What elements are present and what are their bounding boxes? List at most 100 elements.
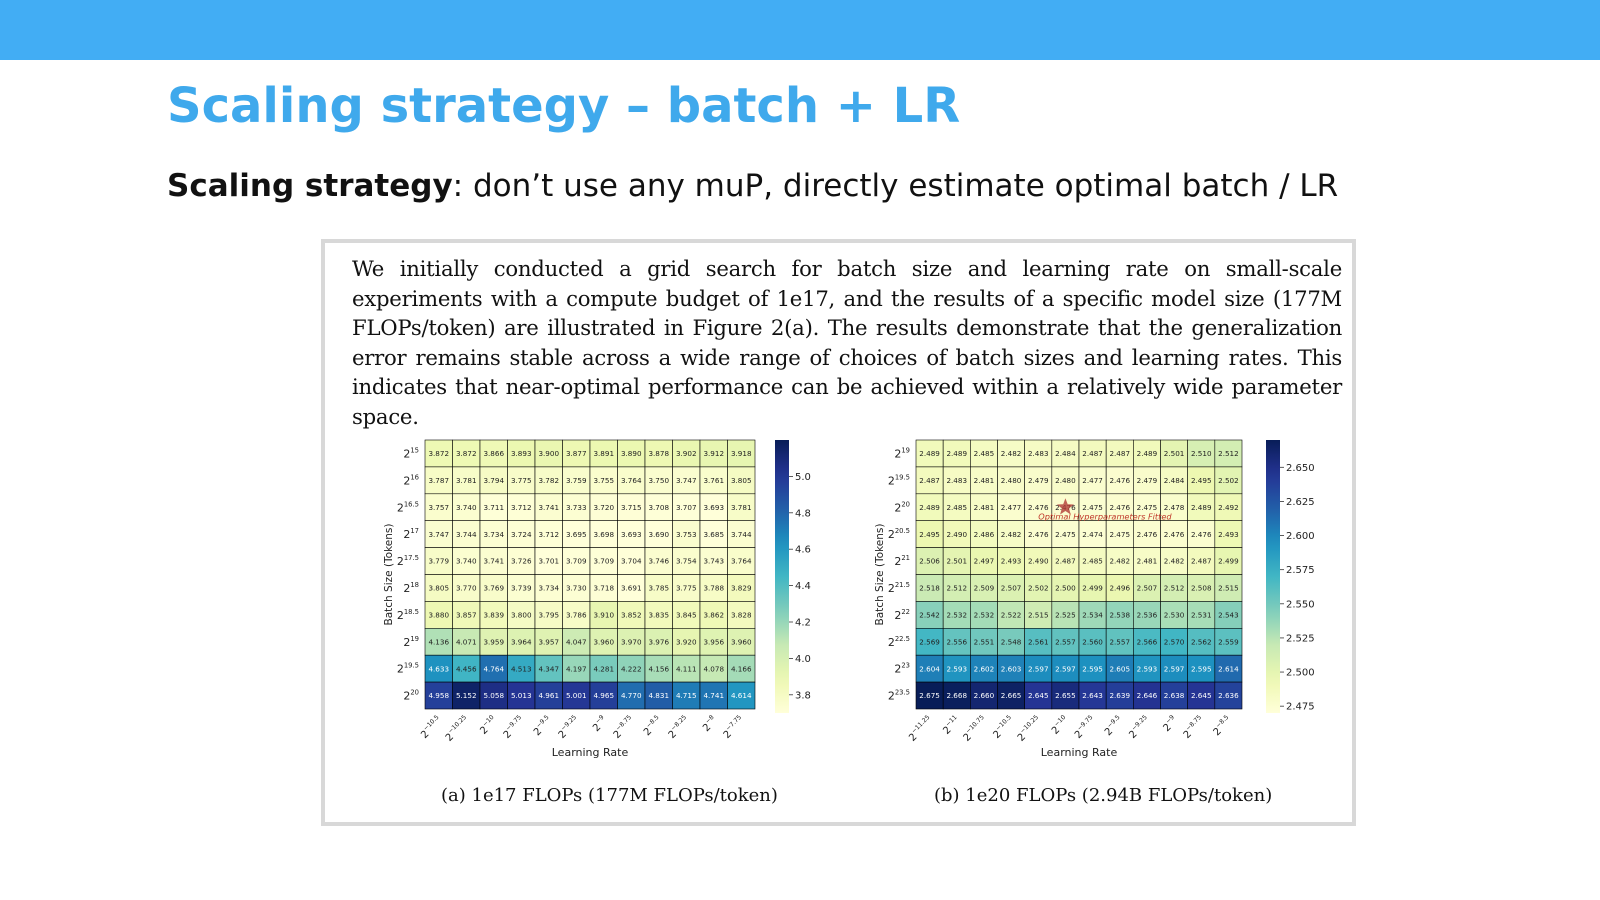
cell-value-label: 4.741	[703, 691, 724, 700]
heatmap-cell	[1024, 466, 1053, 495]
cell-value-label: 3.775	[676, 584, 697, 593]
heatmap-cell	[942, 654, 971, 683]
colorbar-tick-label: 3.8	[795, 690, 811, 701]
cell-value-label: 3.900	[538, 449, 559, 458]
heatmap-cell	[1214, 547, 1243, 575]
cell-value-label: 2.557	[1109, 637, 1130, 646]
heatmap-cell	[589, 681, 618, 710]
cell-value-label: 3.779	[428, 557, 449, 566]
heatmap-cell	[534, 601, 563, 629]
cell-value-label: 2.569	[919, 637, 940, 646]
cell-value-label: 3.788	[703, 584, 724, 593]
heatmap-cell	[942, 439, 971, 468]
heatmap-cell	[1133, 681, 1161, 710]
heatmap-cell	[589, 654, 618, 683]
cell-value-label: 3.912	[703, 449, 724, 458]
heatmap-cell	[1214, 574, 1243, 602]
heatmap-cell	[562, 601, 591, 629]
colorbar-tick-label: 4.4	[795, 581, 811, 592]
cell-value-label: 4.156	[648, 664, 669, 673]
colorbar-tick-label: 2.575	[1286, 565, 1315, 576]
heatmap-cell	[534, 439, 563, 468]
heatmap-cell	[727, 547, 756, 575]
y-tick-label: 222	[894, 608, 910, 622]
cell-value-label: 2.479	[1028, 476, 1049, 485]
heatmap-cell	[562, 654, 591, 683]
heatmap-cell	[617, 601, 646, 629]
cell-value-label: 3.744	[456, 530, 477, 539]
heatmap-cell	[562, 574, 591, 602]
cell-value-label: 2.475	[1055, 530, 1076, 539]
y-tick-label: 219	[403, 635, 419, 649]
cell-value-label: 2.484	[1164, 476, 1185, 485]
cell-value-label: 3.730	[566, 584, 587, 593]
heatmap-cell	[1160, 681, 1188, 710]
cell-value-label: 2.490	[1028, 557, 1049, 566]
cell-value-label: 3.755	[593, 476, 614, 485]
heatmap-cell	[1051, 466, 1080, 495]
cell-value-label: 2.593	[946, 664, 967, 673]
cell-value-label: 2.570	[1164, 637, 1185, 646]
cell-value-label: 2.531	[1191, 610, 1212, 619]
heatmap-cell	[1160, 520, 1188, 548]
cell-value-label: 2.481	[974, 503, 995, 512]
cell-value-label: 2.481	[974, 476, 995, 485]
cell-value-label: 3.787	[428, 476, 449, 485]
cell-value-label: 2.495	[919, 530, 940, 539]
slide-subtitle: Scaling strategy: don’t use any muP, dir…	[167, 168, 1338, 204]
heatmap-cell	[942, 681, 971, 710]
heatmap-cell	[1214, 601, 1243, 629]
cell-value-label: 3.970	[621, 637, 642, 646]
heatmap-cell	[424, 547, 453, 575]
cell-value-label: 3.739	[511, 584, 532, 593]
cell-value-label: 3.709	[566, 557, 587, 566]
cell-value-label: 3.878	[648, 449, 669, 458]
cell-value-label: 2.480	[1055, 476, 1076, 485]
cell-value-label: 2.602	[974, 664, 995, 673]
cell-value-label: 2.493	[1218, 530, 1239, 539]
cell-value-label: 3.711	[483, 503, 504, 512]
cell-value-label: 3.741	[483, 557, 504, 566]
cell-value-label: 4.456	[456, 664, 477, 673]
cell-value-label: 2.499	[1218, 557, 1239, 566]
y-tick-label: 223	[894, 662, 910, 676]
heatmap-cell	[915, 493, 944, 521]
heatmap-cell	[534, 654, 563, 683]
x-tick-label: 2−9	[1160, 714, 1180, 734]
cell-value-label: 3.764	[621, 476, 642, 485]
cell-value-label: 2.487	[919, 476, 940, 485]
cell-value-label: 2.509	[974, 584, 995, 593]
y-tick-label: 217	[403, 527, 419, 541]
heatmap-cell	[424, 466, 453, 495]
cell-value-label: 2.638	[1164, 691, 1185, 700]
cell-value-label: 4.614	[731, 691, 752, 700]
cell-value-label: 2.646	[1137, 691, 1158, 700]
heatmap-cell	[1051, 654, 1080, 683]
cell-value-label: 2.559	[1218, 637, 1239, 646]
cell-value-label: 3.747	[676, 476, 697, 485]
cell-value-label: 2.556	[946, 637, 967, 646]
cell-value-label: 2.476	[1028, 530, 1049, 539]
heatmap-cell	[479, 628, 508, 656]
cell-value-label: 3.720	[593, 503, 614, 512]
cell-value-label: 2.645	[1191, 691, 1212, 700]
heatmap-cell	[1105, 493, 1134, 521]
heatmap-cell	[1214, 520, 1243, 548]
cell-value-label: 3.746	[648, 557, 669, 566]
colorbar-tick-label: 2.475	[1286, 702, 1315, 713]
heatmap-cell	[1051, 628, 1080, 656]
cell-value-label: 2.597	[1028, 664, 1049, 673]
cell-value-label: 2.485	[1082, 557, 1103, 566]
cell-value-label: 3.794	[483, 476, 504, 485]
heatmap-cell	[562, 466, 591, 495]
heatmap-cell	[699, 439, 728, 468]
cell-value-label: 3.715	[621, 503, 642, 512]
x-tick-label: 2−8.75	[610, 714, 637, 741]
heatmap-cell	[727, 520, 756, 548]
cell-value-label: 3.866	[483, 449, 504, 458]
heatmap-cells: 3.872 3.872 3.866 3.893 3.900 3.877 3.891 3.890…	[424, 439, 756, 710]
heatmap-cell	[1078, 493, 1107, 521]
colorbar-tick-label: 4.6	[795, 545, 811, 556]
cell-value-label: 2.482	[1001, 530, 1022, 539]
heatmap-cell	[997, 681, 1025, 710]
